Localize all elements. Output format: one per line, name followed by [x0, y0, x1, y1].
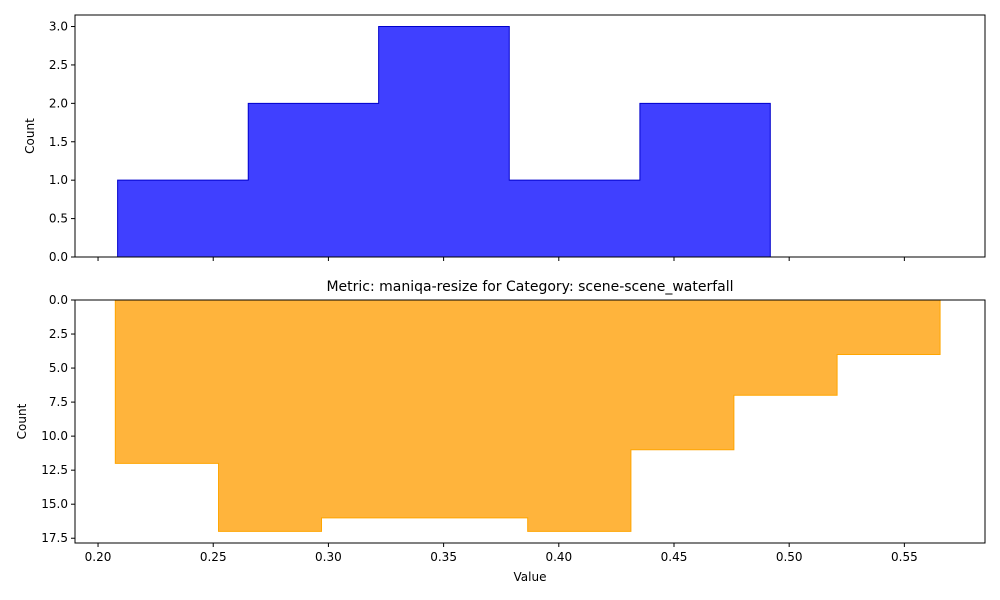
bottom-histogram-panel: 0.20 0.25 0.30 0.35 0.40 0.45 0.50 0.55 0.0 2.5 5.… — [15, 279, 986, 584]
axes-frame — [74, 299, 986, 544]
y-axis-label: Count — [15, 403, 29, 439]
x-tick-label: 0.55 — [891, 550, 918, 564]
y-tick-label: 0.0 — [49, 250, 68, 264]
y-tick-label: 17.5 — [41, 531, 68, 545]
y-tick-label: 2.5 — [49, 58, 68, 72]
histogram-area — [114, 299, 941, 532]
chart-title: Metric: maniqa-resize for Category: scen… — [326, 279, 733, 295]
x-tick-label: 0.45 — [661, 550, 688, 564]
y-tick-label: 2.0 — [49, 96, 68, 110]
y-tick-label: 7.5 — [49, 395, 68, 409]
y-tick-label: 3.0 — [49, 20, 68, 34]
y-tick-label: 0.5 — [49, 212, 68, 226]
x-tick-label: 0.40 — [545, 550, 572, 564]
y-tick-label: 5.0 — [49, 361, 68, 375]
x-tick-label: 0.20 — [85, 550, 112, 564]
axes-frame — [74, 14, 986, 258]
y-tick-label: 1.0 — [49, 173, 68, 187]
y-tick-label: 1.5 — [49, 135, 68, 149]
y-tick-label: 12.5 — [41, 463, 68, 477]
x-tick-label: 0.25 — [200, 550, 227, 564]
histogram-area — [117, 26, 771, 258]
y-tick-label: 2.5 — [49, 327, 68, 341]
y-tick-label: 15.0 — [41, 497, 68, 511]
top-histogram-panel: 0.0 0.5 1.0 1.5 2.0 2.5 3.0 Count — [23, 14, 986, 264]
x-tick-label: 0.50 — [776, 550, 803, 564]
y-tick-label: 0.0 — [49, 293, 68, 307]
y-tick-label: 10.0 — [41, 429, 68, 443]
x-axis-label: Value — [514, 570, 547, 584]
y-axis-label: Count — [23, 118, 37, 154]
x-tick-label: 0.30 — [315, 550, 342, 564]
x-tick-label: 0.35 — [430, 550, 457, 564]
